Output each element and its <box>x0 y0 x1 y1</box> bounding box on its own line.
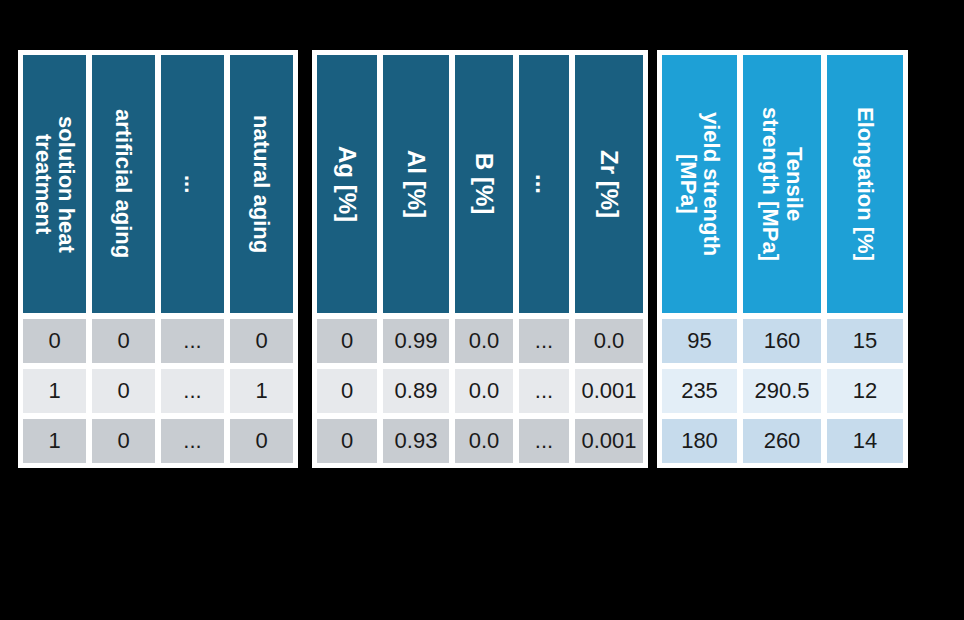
figure-background: solution heat treatment artificial aging… <box>0 0 964 620</box>
data-cell: 0 <box>317 419 377 463</box>
data-cell: ... <box>519 369 569 413</box>
data-cell: ... <box>161 419 224 463</box>
chemical-composition-table: Ag [%] Al [%] B [%] ... Zr [%] 0 0.99 0.… <box>312 50 648 468</box>
data-cell: 0.0 <box>455 419 513 463</box>
column-header-label: Zr [%] <box>596 150 622 218</box>
column-header-tensile-strength: Tensile strength [MPa] <box>743 55 821 313</box>
data-cell: 95 <box>662 319 737 363</box>
column-header-artificial-aging: artificial aging <box>92 55 155 313</box>
column-header-b: B [%] <box>455 55 513 313</box>
column-header-zr: Zr [%] <box>575 55 643 313</box>
data-cell: 1 <box>23 369 86 413</box>
column-header-yield-strength: yield strength [MPa] <box>662 55 737 313</box>
data-cell: 0 <box>317 369 377 413</box>
column-header-label: ... <box>181 175 205 193</box>
data-cell: ... <box>161 319 224 363</box>
data-cell: ... <box>519 319 569 363</box>
data-cell: 0.001 <box>575 369 643 413</box>
data-cell: ... <box>161 369 224 413</box>
data-cell: 290.5 <box>743 369 821 413</box>
data-cell: 160 <box>743 319 821 363</box>
column-header-label: natural aging <box>250 115 274 253</box>
column-header-label: Al [%] <box>403 150 429 218</box>
data-cell: 0.0 <box>455 319 513 363</box>
column-header-natural-aging: natural aging <box>230 55 293 313</box>
data-cell: 0 <box>230 419 293 463</box>
data-cell: 0.93 <box>383 419 449 463</box>
column-header-label: solution heat treatment <box>31 116 79 253</box>
data-cell: 0.0 <box>455 369 513 413</box>
data-cell: 12 <box>827 369 903 413</box>
column-header-label: Ag [%] <box>334 146 360 222</box>
data-cell: 0.89 <box>383 369 449 413</box>
data-cell: 0 <box>92 369 155 413</box>
mechanical-properties-table: yield strength [MPa] Tensile strength [M… <box>657 50 908 468</box>
data-cell: 235 <box>662 369 737 413</box>
data-cell: 0 <box>92 419 155 463</box>
data-cell: 0 <box>23 319 86 363</box>
heat-treatment-table: solution heat treatment artificial aging… <box>18 50 298 468</box>
data-cell: 1 <box>230 369 293 413</box>
column-header-label: Tensile strength [MPa] <box>758 107 806 261</box>
column-header-ellipsis: ... <box>519 55 569 313</box>
column-header-ellipsis: ... <box>161 55 224 313</box>
column-header-label: ... <box>531 174 557 194</box>
data-cell: 14 <box>827 419 903 463</box>
data-cell: 1 <box>23 419 86 463</box>
data-cell: 260 <box>743 419 821 463</box>
data-cell: 0 <box>317 319 377 363</box>
data-cell: 0 <box>230 319 293 363</box>
data-cell: 0.001 <box>575 419 643 463</box>
column-header-al: Al [%] <box>383 55 449 313</box>
column-header-ag: Ag [%] <box>317 55 377 313</box>
data-cell: 0 <box>92 319 155 363</box>
data-cell: 0.0 <box>575 319 643 363</box>
data-cell: 15 <box>827 319 903 363</box>
column-header-label: artificial aging <box>112 109 136 258</box>
data-cell: 180 <box>662 419 737 463</box>
column-header-solution-heat-treatment: solution heat treatment <box>23 55 86 313</box>
data-cell: ... <box>519 419 569 463</box>
column-header-label: yield strength [MPa] <box>676 112 724 256</box>
column-header-elongation: Elongation [%] <box>827 55 903 313</box>
column-header-label: Elongation [%] <box>853 107 877 261</box>
column-header-label: B [%] <box>471 153 497 214</box>
data-cell: 0.99 <box>383 319 449 363</box>
